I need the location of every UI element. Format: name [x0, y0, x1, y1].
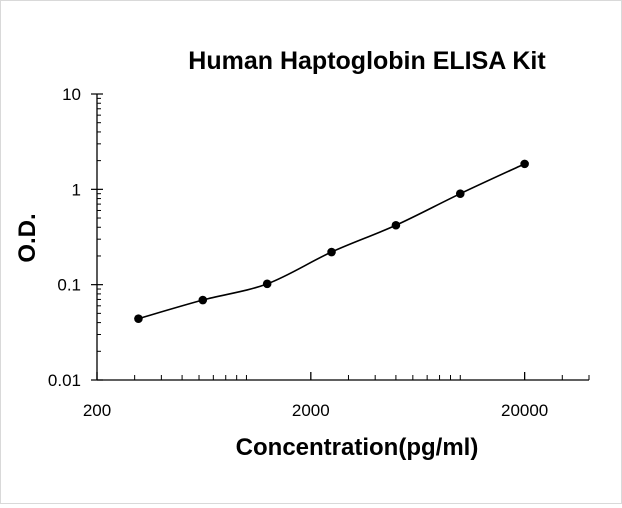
- data-point: [391, 220, 401, 230]
- y-tick-label: 0.1: [57, 276, 81, 295]
- ticks: [91, 93, 590, 381]
- chart-title: Human Haptoglobin ELISA Kit: [188, 47, 546, 75]
- data-point: [455, 189, 465, 198]
- y-axis-label: O.D.: [14, 213, 41, 262]
- y-tick-label: 10: [62, 85, 81, 104]
- data-point: [134, 314, 143, 323]
- data-point: [327, 247, 336, 257]
- y-tick-label: 1: [72, 180, 81, 199]
- x-axis-label: Concentration(pg/ml): [236, 434, 479, 461]
- data-point: [198, 295, 208, 305]
- y-tick-label: 0.01: [48, 371, 81, 390]
- data-point: [262, 279, 272, 289]
- fit-curve-group: [138, 163, 525, 320]
- x-tick-label: 200: [83, 401, 111, 420]
- x-tick-label: 20000: [501, 401, 548, 420]
- axes: [96, 94, 589, 381]
- x-tick-label: 2000: [292, 401, 330, 420]
- data-point: [520, 159, 529, 169]
- fit-curve: [138, 163, 525, 320]
- data-points: [134, 159, 529, 323]
